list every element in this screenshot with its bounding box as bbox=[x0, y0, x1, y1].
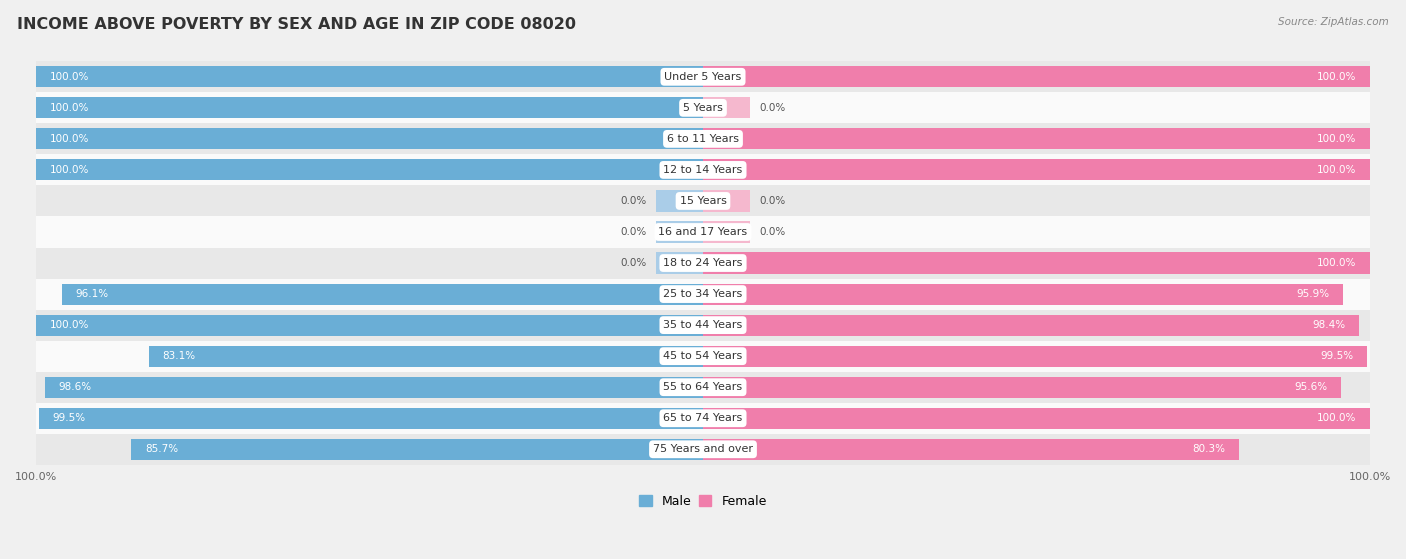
Text: 95.9%: 95.9% bbox=[1296, 289, 1329, 299]
Bar bbox=[703, 377, 1340, 398]
Text: 100.0%: 100.0% bbox=[49, 72, 89, 82]
Text: 0.0%: 0.0% bbox=[759, 227, 786, 237]
Text: 0.0%: 0.0% bbox=[759, 196, 786, 206]
Bar bbox=[37, 124, 1369, 154]
Text: 0.0%: 0.0% bbox=[620, 196, 647, 206]
Text: 100.0%: 100.0% bbox=[1317, 258, 1357, 268]
Bar bbox=[37, 154, 1369, 186]
Bar bbox=[37, 159, 703, 181]
Text: 99.5%: 99.5% bbox=[1320, 351, 1353, 361]
Text: 16 and 17 Years: 16 and 17 Years bbox=[658, 227, 748, 237]
Bar bbox=[37, 216, 1369, 248]
Bar bbox=[703, 129, 1369, 149]
Bar bbox=[37, 434, 1369, 465]
Text: 100.0%: 100.0% bbox=[1317, 72, 1357, 82]
Text: 15 Years: 15 Years bbox=[679, 196, 727, 206]
Bar bbox=[703, 283, 1343, 305]
Bar bbox=[657, 221, 703, 243]
Text: 35 to 44 Years: 35 to 44 Years bbox=[664, 320, 742, 330]
Text: 0.0%: 0.0% bbox=[620, 258, 647, 268]
Bar bbox=[657, 191, 703, 211]
Text: 65 to 74 Years: 65 to 74 Years bbox=[664, 413, 742, 423]
Bar bbox=[703, 253, 1369, 273]
Text: 75 Years and over: 75 Years and over bbox=[652, 444, 754, 454]
Text: 80.3%: 80.3% bbox=[1192, 444, 1225, 454]
Text: 0.0%: 0.0% bbox=[759, 103, 786, 113]
Bar bbox=[37, 92, 1369, 124]
Bar bbox=[37, 315, 703, 335]
Bar bbox=[37, 278, 1369, 310]
Bar bbox=[37, 248, 1369, 278]
Bar bbox=[37, 66, 703, 87]
Legend: Male, Female: Male, Female bbox=[634, 490, 772, 513]
Text: 95.6%: 95.6% bbox=[1294, 382, 1327, 392]
Text: 85.7%: 85.7% bbox=[145, 444, 179, 454]
Text: 25 to 34 Years: 25 to 34 Years bbox=[664, 289, 742, 299]
Text: 18 to 24 Years: 18 to 24 Years bbox=[664, 258, 742, 268]
Bar bbox=[45, 377, 703, 398]
Text: 12 to 14 Years: 12 to 14 Years bbox=[664, 165, 742, 175]
Bar bbox=[657, 253, 703, 273]
Text: 98.4%: 98.4% bbox=[1313, 320, 1346, 330]
Bar bbox=[703, 191, 749, 211]
Text: INCOME ABOVE POVERTY BY SEX AND AGE IN ZIP CODE 08020: INCOME ABOVE POVERTY BY SEX AND AGE IN Z… bbox=[17, 17, 576, 32]
Bar bbox=[703, 221, 749, 243]
Bar bbox=[39, 408, 703, 429]
Bar bbox=[149, 345, 703, 367]
Text: 6 to 11 Years: 6 to 11 Years bbox=[666, 134, 740, 144]
Text: Under 5 Years: Under 5 Years bbox=[665, 72, 741, 82]
Bar bbox=[703, 345, 1367, 367]
Bar bbox=[37, 61, 1369, 92]
Text: 100.0%: 100.0% bbox=[49, 320, 89, 330]
Bar bbox=[703, 408, 1369, 429]
Text: 45 to 54 Years: 45 to 54 Years bbox=[664, 351, 742, 361]
Bar bbox=[37, 402, 1369, 434]
Bar bbox=[703, 439, 1239, 460]
Bar bbox=[37, 97, 703, 119]
Text: 83.1%: 83.1% bbox=[162, 351, 195, 361]
Text: 96.1%: 96.1% bbox=[76, 289, 108, 299]
Text: Source: ZipAtlas.com: Source: ZipAtlas.com bbox=[1278, 17, 1389, 27]
Bar bbox=[37, 372, 1369, 402]
Text: 100.0%: 100.0% bbox=[1317, 165, 1357, 175]
Bar bbox=[703, 315, 1360, 335]
Text: 100.0%: 100.0% bbox=[49, 165, 89, 175]
Bar bbox=[703, 97, 749, 119]
Text: 99.5%: 99.5% bbox=[53, 413, 86, 423]
Bar bbox=[37, 340, 1369, 372]
Bar bbox=[37, 129, 703, 149]
Bar bbox=[37, 310, 1369, 340]
Text: 100.0%: 100.0% bbox=[1317, 134, 1357, 144]
Text: 98.6%: 98.6% bbox=[59, 382, 91, 392]
Bar bbox=[703, 66, 1369, 87]
Text: 5 Years: 5 Years bbox=[683, 103, 723, 113]
Text: 100.0%: 100.0% bbox=[49, 134, 89, 144]
Text: 0.0%: 0.0% bbox=[620, 227, 647, 237]
Bar bbox=[703, 159, 1369, 181]
Bar bbox=[62, 283, 703, 305]
Bar bbox=[132, 439, 703, 460]
Bar bbox=[37, 186, 1369, 216]
Text: 100.0%: 100.0% bbox=[1317, 413, 1357, 423]
Text: 55 to 64 Years: 55 to 64 Years bbox=[664, 382, 742, 392]
Text: 100.0%: 100.0% bbox=[49, 103, 89, 113]
